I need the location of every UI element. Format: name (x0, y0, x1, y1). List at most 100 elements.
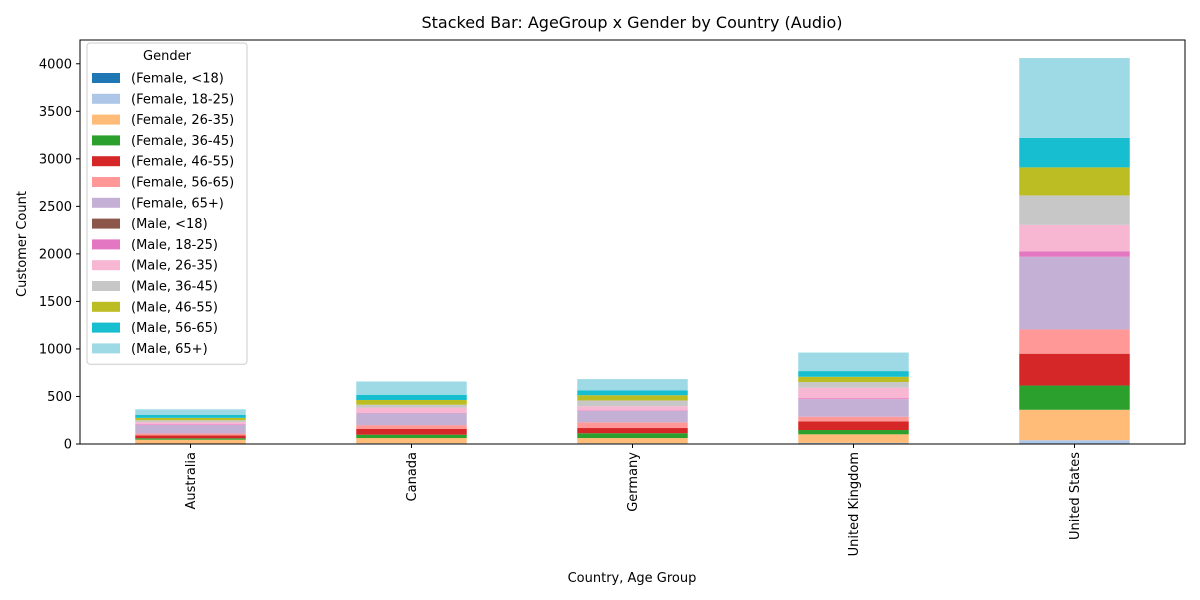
bar-segment (135, 422, 246, 425)
legend-entry: (Female, 65+) (131, 196, 224, 211)
bar-segment (577, 433, 688, 439)
legend-swatch (92, 73, 120, 83)
bar-segment (356, 394, 467, 400)
legend-swatch (92, 301, 120, 312)
bar-segment (798, 382, 909, 388)
plot-frame (79, 39, 1186, 445)
y-tick-label: 2000 (39, 247, 72, 262)
legend-swatch (92, 260, 120, 271)
bar-segment (798, 376, 909, 383)
bar-segment (135, 420, 246, 423)
legend-entry: (Female, 18-25) (131, 92, 234, 107)
bar-segment (1019, 256, 1130, 330)
bar-segment (577, 379, 688, 391)
legend-swatch (92, 343, 120, 354)
bar-segment (135, 433, 246, 436)
bar-segment (356, 381, 467, 395)
bar-segment (135, 424, 246, 434)
bar-segment (1019, 440, 1130, 444)
bar-segment (798, 399, 909, 417)
bar-segment (356, 434, 467, 439)
bar-segment (1019, 195, 1130, 225)
bar-segment (577, 410, 688, 423)
chart-title: Stacked Bar: AgeGroup x Gender by Countr… (421, 13, 842, 32)
bar-segment (577, 390, 688, 396)
legend-entry: (Male, 26-35) (131, 259, 218, 274)
legend-entry: (Male, 36-45) (131, 280, 218, 295)
bar-segment (577, 400, 688, 407)
legend-entry: (Male, 56-65) (131, 321, 218, 336)
bar-segment (1019, 329, 1130, 354)
bar-segment (798, 387, 909, 399)
bar-segment (135, 438, 246, 440)
bar-segment (356, 413, 467, 426)
bar-segment (1019, 167, 1130, 196)
y-tick-label: 1500 (39, 295, 72, 310)
legend-entry: (Female, 56-65) (131, 176, 234, 191)
bar-segment (356, 407, 467, 413)
legend-swatch (92, 93, 120, 104)
legend-title: Gender (143, 49, 192, 64)
bar-segment (135, 435, 246, 439)
bar-segment (577, 395, 688, 401)
legend-swatch (92, 197, 120, 208)
bar-segment (577, 406, 688, 411)
legend-entry: (Male, <18) (131, 217, 208, 232)
bar-segment (798, 421, 909, 431)
y-tick-label: 3500 (39, 105, 72, 120)
bar-segment (577, 428, 688, 434)
legend-entry: (Female, 36-45) (131, 134, 234, 149)
x-tick-label: Germany (626, 452, 641, 512)
bar-segment (356, 399, 467, 405)
bar-segment (798, 434, 909, 443)
legend-swatch (92, 218, 120, 229)
legend-swatch (92, 322, 120, 333)
legend: Gender (Female, <18) (Female, 18-25) (Femal… (86, 42, 248, 365)
x-tick-label: Australia (184, 452, 199, 510)
y-tick-label: 4000 (39, 57, 72, 72)
legend-swatch (92, 156, 120, 167)
bar-segment (577, 438, 688, 444)
y-tick-label: 0 (64, 438, 72, 453)
bar-segment (356, 425, 467, 429)
legend-swatch (92, 239, 120, 250)
x-tick-label: Canada (405, 452, 420, 501)
legend-swatch (92, 135, 120, 146)
bar-segment (798, 398, 909, 400)
bar-segment (1019, 251, 1130, 257)
legend-entry: (Female, 26-35) (131, 113, 234, 128)
bar-segment (1019, 353, 1130, 386)
x-tick-label: United Kingdom (847, 452, 862, 556)
y-tick-label: 3000 (39, 152, 72, 167)
bar-segment (135, 415, 246, 418)
bar-segment (1019, 385, 1130, 410)
bar-segment (356, 404, 467, 408)
y-tick-label: 2500 (39, 200, 72, 215)
bar-segment (798, 442, 909, 444)
legend-entry: (Male, 18-25) (131, 238, 218, 253)
bar-segment (356, 438, 467, 444)
y-axis: 0 500 1000 1500 2000 2500 3000 3500 4000 (39, 57, 80, 453)
legend-swatch (92, 177, 120, 187)
bar-segment (1019, 224, 1130, 252)
y-axis-label: Customer Count (15, 191, 30, 297)
legend-entry: (Male, 46-55) (131, 300, 218, 315)
bar-segment (1019, 137, 1130, 168)
bar-segment (135, 439, 246, 444)
y-tick-label: 500 (47, 390, 72, 405)
bar-segment (798, 430, 909, 435)
bar-segment (798, 352, 909, 372)
bar-segment (135, 417, 246, 421)
x-tick-label: United States (1068, 452, 1083, 540)
legend-entry: (Female, 46-55) (131, 155, 234, 170)
bar-segment (1019, 58, 1130, 138)
bar-segment (798, 416, 909, 422)
bar-segment (577, 422, 688, 429)
bar-segment (1019, 409, 1130, 441)
legend-swatch (92, 114, 120, 125)
legend-swatch (92, 281, 120, 291)
y-tick-label: 1000 (39, 342, 72, 357)
legend-entry: (Female, <18) (131, 72, 224, 87)
legend-box (86, 42, 248, 365)
